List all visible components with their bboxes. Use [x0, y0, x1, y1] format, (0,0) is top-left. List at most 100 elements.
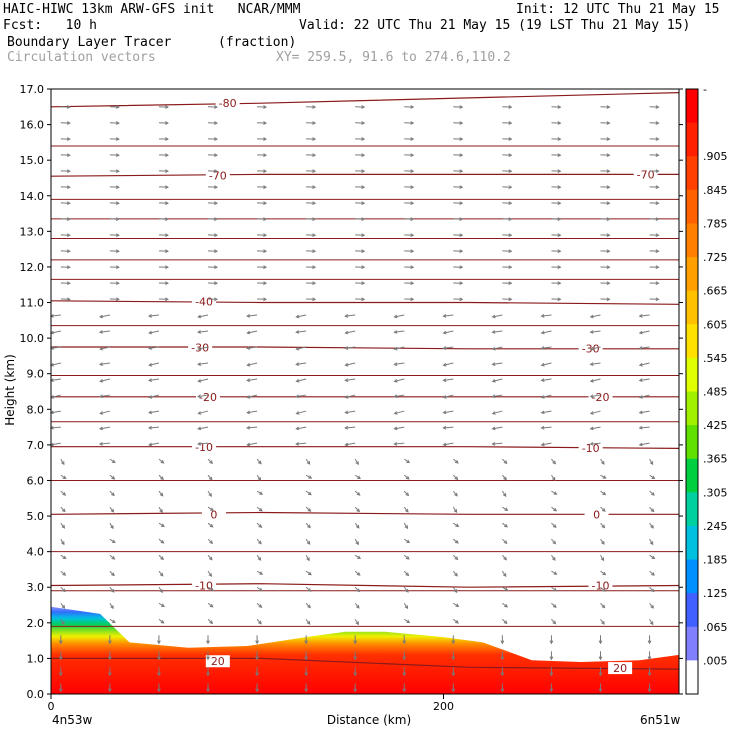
circulation-vector-head [503, 540, 508, 545]
circulation-vector-head [148, 362, 153, 367]
circulation-vector [198, 314, 209, 318]
circulation-vector-head [442, 378, 447, 383]
circulation-vector-head [160, 476, 164, 481]
colorbar-segment [686, 189, 698, 224]
circulation-vector [541, 378, 552, 382]
circulation-vector-head [214, 153, 219, 157]
circulation-vector-head [214, 265, 219, 270]
circulation-vector [50, 442, 61, 446]
circulation-vector-head [165, 137, 169, 141]
circulation-vector-head [406, 539, 411, 544]
circulation-vector-head [197, 314, 202, 319]
circulation-vector [345, 426, 356, 429]
circulation-vector-head [647, 688, 652, 693]
circulation-vector-head [98, 394, 103, 399]
circulation-vector-head [459, 233, 464, 238]
circulation-vector-head [312, 121, 317, 125]
header-model: HAIC-HIWC 13km ARW-GFS init NCAR/MMM [3, 2, 301, 17]
colorbar-label: .245 [703, 520, 728, 533]
circulation-vector-head [263, 153, 268, 157]
y-tick-label: 16.0 [20, 119, 45, 132]
colorbar-segment [686, 290, 698, 325]
circulation-vector-head [491, 346, 496, 351]
y-tick-label: 6.0 [27, 474, 45, 487]
circulation-vector [394, 394, 405, 398]
circulation-vector-head [442, 313, 447, 318]
circulation-vector-head [344, 410, 349, 415]
circulation-vector-head [557, 281, 562, 286]
circulation-vector-head [307, 571, 312, 576]
circulation-vector-head [589, 362, 594, 366]
circulation-vector-head [214, 121, 219, 125]
contour-label-bg [205, 169, 230, 182]
circulation-vector [492, 394, 503, 398]
circulation-vector-head [540, 313, 545, 318]
circulation-vector-head [110, 525, 114, 530]
circulation-vector-head [459, 297, 464, 302]
circulation-vector-head [307, 524, 311, 529]
contour-label-bg [633, 168, 658, 181]
circulation-vector-head [246, 425, 251, 430]
circulation-vector-head [107, 688, 112, 693]
temperature-contour [50, 173, 679, 177]
circulation-vector-head [295, 394, 300, 399]
circulation-vector-head [353, 672, 358, 677]
circulation-vector-head [344, 378, 349, 383]
circulation-vector [394, 426, 405, 430]
circulation-vector-head [246, 378, 251, 383]
circulation-vector-head [459, 153, 464, 157]
circulation-vector-head [148, 410, 153, 415]
circulation-vector-head [442, 330, 447, 335]
circulation-vector [345, 330, 356, 334]
circulation-vector-head [459, 121, 464, 125]
circulation-vector [247, 362, 258, 366]
circulation-vector [639, 330, 650, 334]
circulation-vector-head [553, 587, 558, 592]
circulation-vector [247, 410, 258, 414]
circulation-vector [149, 362, 160, 366]
contour-label: 0 [210, 508, 217, 521]
circulation-vector [443, 426, 454, 429]
circulation-vector [50, 378, 61, 382]
circulation-vector-head [393, 441, 398, 446]
circulation-vector [198, 410, 209, 415]
circulation-vector-head [99, 411, 104, 415]
header-init-time: Init: 12 UTC Thu 21 May 15 [516, 2, 720, 17]
circulation-vector-head [148, 378, 153, 383]
circulation-vector-head [344, 313, 349, 318]
circulation-vector-head [111, 572, 115, 577]
circulation-vector-head [638, 330, 643, 335]
circulation-vector-head [410, 201, 415, 205]
circulation-vector-head [454, 476, 459, 481]
contour-label: -20 [199, 391, 217, 404]
circulation-vector [541, 330, 552, 334]
circulation-vector-head [361, 265, 366, 270]
circulation-vector-head [649, 621, 654, 626]
circulation-vector-head [638, 362, 643, 367]
circulation-vector-head [66, 217, 71, 222]
circulation-vector-head [295, 362, 300, 366]
circulation-vector-head [549, 656, 554, 661]
circulation-vector-head [165, 105, 169, 109]
circulation-vector-head [147, 346, 153, 350]
circulation-vector-head [406, 459, 411, 464]
circulation-vector [541, 346, 552, 349]
circulation-vector-head [500, 688, 505, 693]
circulation-vector-head [115, 265, 120, 270]
circulation-vector-head [214, 249, 219, 254]
circulation-vector-head [649, 461, 654, 466]
circulation-vector-head [410, 297, 415, 302]
circulation-vector-head [508, 217, 513, 222]
circulation-vector [296, 314, 307, 318]
circulation-vector-head [115, 281, 120, 286]
circulation-vector-head [306, 620, 311, 625]
circulation-vector-head [598, 672, 603, 677]
circulation-vector-head [157, 688, 161, 693]
circulation-vector-head [491, 441, 496, 446]
circulation-vector-head [393, 330, 398, 334]
circulation-vector-head [459, 281, 464, 286]
circulation-vector-head [410, 105, 415, 109]
circulation-vector-head [159, 589, 163, 594]
temperature-contour [50, 511, 679, 515]
